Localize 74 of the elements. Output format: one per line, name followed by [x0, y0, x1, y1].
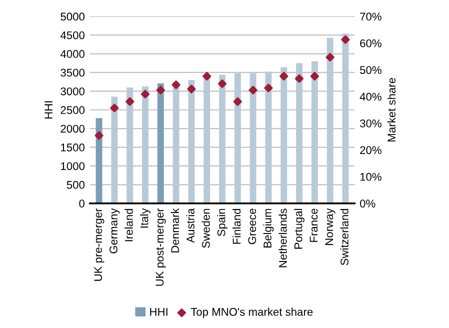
y2-tick-label: 0% [360, 200, 376, 208]
x-tick-label: Belgium [263, 208, 274, 248]
x-tick-label: Sweden [202, 208, 210, 248]
point [156, 86, 166, 94]
point [279, 72, 288, 81]
y-tick-label: 3000 [60, 87, 85, 96]
bar [234, 73, 241, 204]
x-tick-label: Austria [186, 208, 194, 243]
y2-tick-label: 10% [360, 172, 382, 181]
y-tick-label: 0 [79, 200, 85, 208]
bar [126, 87, 134, 204]
y2-tick-label: 50% [360, 66, 382, 74]
legend-label: HHI [150, 308, 168, 316]
bar [188, 80, 195, 204]
x-tick-label: Greece [248, 208, 256, 244]
point [218, 79, 227, 88]
bar [326, 38, 334, 204]
point [310, 72, 320, 81]
bar [265, 72, 272, 204]
y-axis-title: HHI [44, 101, 52, 119]
y-tick-label: 4000 [60, 50, 85, 58]
y2-tick-label: 30% [360, 120, 382, 128]
y-tick-label: 2500 [60, 106, 85, 114]
y2-axis-title: Market share [387, 78, 396, 142]
y-tick-label: 500 [66, 180, 85, 189]
y-tick-label: 1500 [61, 144, 85, 152]
x-tick-label: Portugal [294, 208, 304, 249]
y-tick-label: 2000 [60, 124, 85, 133]
bar [296, 63, 302, 204]
legend-label: Top MNO's market share [190, 308, 313, 318]
point [187, 84, 196, 94]
bar [280, 67, 288, 204]
y-tick-label: 5000 [60, 12, 85, 21]
bar [342, 34, 349, 204]
bar [111, 96, 118, 204]
point [94, 131, 104, 140]
point [110, 104, 119, 112]
x-tick-label: Finland [232, 208, 241, 244]
y-tick-label: 3500 [60, 68, 85, 77]
y2-tick-label: 70% [360, 12, 382, 21]
point [233, 97, 242, 106]
point [341, 35, 350, 44]
bar [204, 76, 210, 204]
point [294, 74, 304, 83]
bar [311, 61, 318, 204]
point [326, 52, 334, 62]
x-tick-label: Norway [325, 208, 336, 245]
bar [219, 74, 226, 204]
x-tick-label: Switzerland [340, 208, 348, 266]
bar [172, 82, 180, 204]
y2-tick-label: 40% [360, 92, 382, 101]
point [202, 72, 212, 81]
x-tick-label: UK pre-merger [94, 208, 104, 281]
point [264, 84, 273, 92]
x-tick-label: France [310, 208, 318, 242]
x-tick-label: Netherlands [278, 208, 287, 268]
y2-tick-label: 20% [360, 146, 382, 154]
point [248, 86, 258, 94]
x-tick-label: Germany [110, 208, 120, 254]
y-tick-label: 1000 [61, 162, 85, 170]
x-tick-label: Italy [140, 208, 150, 228]
bar [250, 73, 256, 204]
x-tick-label: Denmark [170, 208, 180, 252]
y2-tick-label: 60% [360, 39, 382, 48]
point [125, 97, 134, 106]
x-tick-label: UK post-merger [156, 208, 166, 286]
bar [96, 118, 102, 204]
bar [142, 86, 148, 204]
y-tick-label: 4500 [60, 31, 85, 40]
point [172, 80, 180, 90]
point [140, 90, 150, 98]
bar [157, 83, 164, 204]
x-tick-label: Spain [217, 208, 228, 236]
x-tick-label: Ireland [124, 208, 133, 242]
